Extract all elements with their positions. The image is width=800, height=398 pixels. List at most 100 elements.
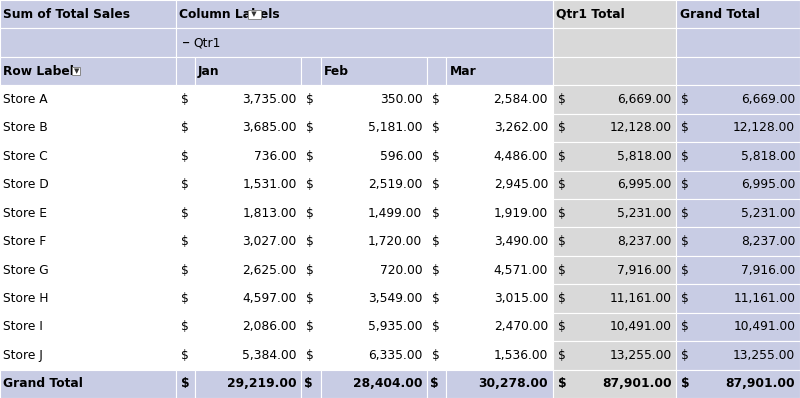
Bar bbox=[427, 313, 446, 341]
Bar bbox=[427, 85, 446, 114]
Text: 3,735.00: 3,735.00 bbox=[242, 93, 297, 106]
Bar bbox=[302, 256, 321, 284]
Text: $: $ bbox=[306, 93, 314, 106]
Text: $: $ bbox=[558, 235, 566, 248]
Text: $: $ bbox=[306, 150, 314, 163]
Bar bbox=[195, 171, 302, 199]
Text: 13,255.00: 13,255.00 bbox=[610, 349, 672, 362]
Bar bbox=[321, 57, 427, 85]
Bar bbox=[677, 199, 800, 227]
Text: $: $ bbox=[682, 377, 690, 390]
Text: 2,470.00: 2,470.00 bbox=[494, 320, 548, 334]
Bar bbox=[176, 284, 195, 313]
Text: $: $ bbox=[558, 349, 566, 362]
Bar bbox=[302, 227, 321, 256]
Bar bbox=[677, 341, 800, 370]
Bar bbox=[446, 85, 553, 114]
Text: $: $ bbox=[558, 263, 566, 277]
Bar bbox=[553, 227, 677, 256]
Text: 3,549.00: 3,549.00 bbox=[368, 292, 422, 305]
Text: $: $ bbox=[181, 207, 188, 220]
Text: $: $ bbox=[682, 235, 689, 248]
Bar bbox=[0, 370, 176, 398]
Text: $: $ bbox=[304, 377, 313, 390]
Text: Qtr1: Qtr1 bbox=[194, 36, 221, 49]
Text: $: $ bbox=[432, 121, 440, 135]
Bar bbox=[427, 171, 446, 199]
Text: $: $ bbox=[682, 150, 689, 163]
Text: Store C: Store C bbox=[3, 150, 48, 163]
Text: 87,901.00: 87,901.00 bbox=[602, 377, 672, 390]
Text: Store G: Store G bbox=[3, 263, 49, 277]
Bar bbox=[321, 256, 427, 284]
Text: 8,237.00: 8,237.00 bbox=[618, 235, 672, 248]
Bar bbox=[321, 85, 427, 114]
Bar bbox=[321, 370, 427, 398]
Bar bbox=[427, 227, 446, 256]
Text: Mar: Mar bbox=[450, 64, 476, 78]
Text: 4,571.00: 4,571.00 bbox=[494, 263, 548, 277]
Text: 87,901.00: 87,901.00 bbox=[726, 377, 795, 390]
Text: $: $ bbox=[306, 207, 314, 220]
Bar bbox=[0, 85, 176, 114]
Text: $: $ bbox=[558, 121, 566, 135]
Bar bbox=[195, 370, 302, 398]
Text: $: $ bbox=[181, 121, 188, 135]
Bar bbox=[0, 28, 176, 57]
Bar bbox=[176, 28, 553, 57]
Bar bbox=[0, 313, 176, 341]
Bar bbox=[677, 28, 800, 57]
Text: Store D: Store D bbox=[3, 178, 49, 191]
Text: 1,499.00: 1,499.00 bbox=[368, 207, 422, 220]
Bar bbox=[677, 256, 800, 284]
Text: $: $ bbox=[558, 292, 566, 305]
Bar bbox=[0, 199, 176, 227]
Text: 350.00: 350.00 bbox=[380, 93, 422, 106]
Text: $: $ bbox=[432, 235, 440, 248]
Text: Store B: Store B bbox=[3, 121, 48, 135]
Bar bbox=[553, 370, 677, 398]
Bar bbox=[677, 114, 800, 142]
Text: 3,027.00: 3,027.00 bbox=[242, 235, 297, 248]
Text: $: $ bbox=[181, 93, 188, 106]
Bar bbox=[427, 142, 446, 171]
Text: 1,813.00: 1,813.00 bbox=[242, 207, 297, 220]
Bar bbox=[446, 370, 553, 398]
Text: $: $ bbox=[181, 349, 188, 362]
Text: Store J: Store J bbox=[3, 349, 43, 362]
Bar bbox=[677, 284, 800, 313]
Text: 4,597.00: 4,597.00 bbox=[242, 292, 297, 305]
Text: $: $ bbox=[181, 320, 188, 334]
Bar bbox=[321, 199, 427, 227]
Text: 2,584.00: 2,584.00 bbox=[494, 93, 548, 106]
Text: 6,995.00: 6,995.00 bbox=[741, 178, 795, 191]
Text: Sum of Total Sales: Sum of Total Sales bbox=[3, 8, 130, 21]
Bar bbox=[176, 114, 195, 142]
Bar bbox=[677, 313, 800, 341]
Bar bbox=[677, 370, 800, 398]
Bar bbox=[302, 284, 321, 313]
Bar bbox=[446, 284, 553, 313]
Text: 11,161.00: 11,161.00 bbox=[734, 292, 795, 305]
Text: ▼: ▼ bbox=[250, 11, 259, 17]
Text: Store A: Store A bbox=[3, 93, 48, 106]
Bar bbox=[195, 313, 302, 341]
Bar bbox=[195, 256, 302, 284]
Text: 10,491.00: 10,491.00 bbox=[734, 320, 795, 334]
Bar bbox=[553, 57, 677, 85]
Bar bbox=[677, 57, 800, 85]
Bar bbox=[176, 370, 195, 398]
Text: $: $ bbox=[432, 292, 440, 305]
Bar bbox=[195, 341, 302, 370]
Text: Jan: Jan bbox=[198, 64, 220, 78]
Bar bbox=[302, 114, 321, 142]
Text: Column Labels: Column Labels bbox=[179, 8, 279, 21]
Text: 3,490.00: 3,490.00 bbox=[494, 235, 548, 248]
Text: $: $ bbox=[682, 178, 689, 191]
Text: Row Labels: Row Labels bbox=[3, 64, 82, 78]
Text: 2,519.00: 2,519.00 bbox=[368, 178, 422, 191]
Text: $: $ bbox=[682, 207, 689, 220]
Text: $: $ bbox=[432, 349, 440, 362]
Text: $: $ bbox=[181, 178, 188, 191]
Bar bbox=[677, 0, 800, 28]
